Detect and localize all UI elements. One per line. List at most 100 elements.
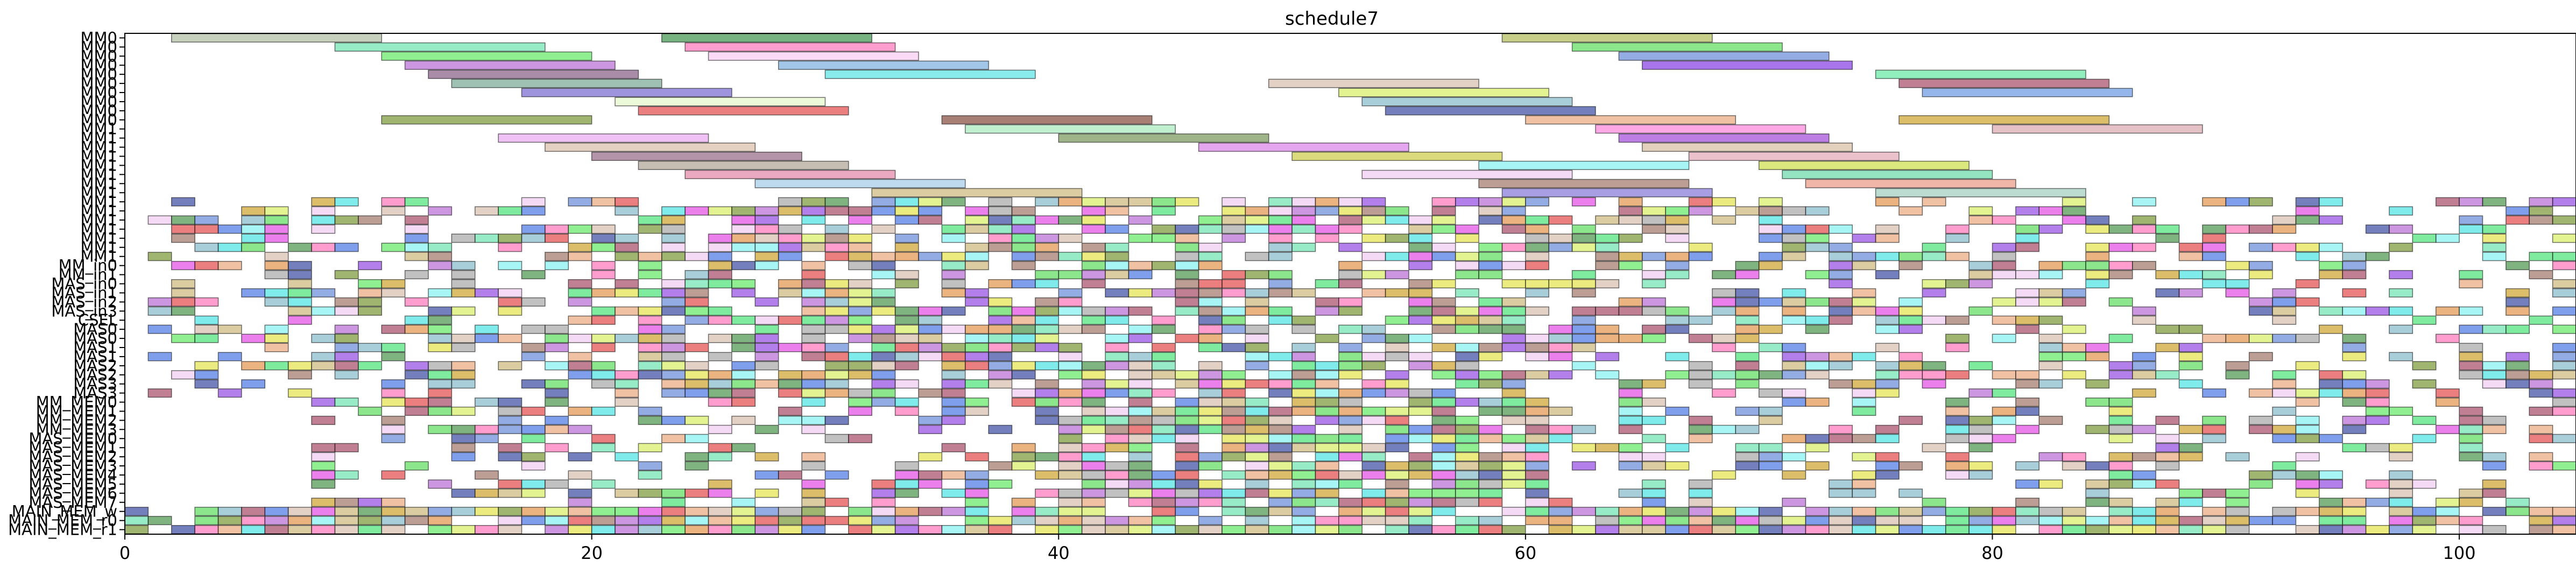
task-bar xyxy=(1782,243,1806,252)
task-bar xyxy=(1361,470,1386,480)
task-bar xyxy=(1431,206,1456,216)
task-bar xyxy=(1548,406,1573,416)
task-bar xyxy=(1665,206,1690,216)
task-bar xyxy=(2295,415,2320,425)
task-bar xyxy=(1525,452,1549,462)
task-bar xyxy=(871,379,896,389)
task-bar xyxy=(311,498,336,507)
task-bar xyxy=(2108,479,2133,489)
task-bar xyxy=(428,343,453,352)
task-bar xyxy=(2529,525,2553,535)
task-bar xyxy=(2155,233,2180,243)
y-tick-label: MAIN_MEM_r0 xyxy=(8,512,117,530)
task-bar xyxy=(2389,324,2413,334)
task-bar xyxy=(334,306,359,316)
task-bar xyxy=(1665,443,1690,452)
task-bar xyxy=(1338,224,1363,234)
y-tick-label: MM_MEM2 xyxy=(36,411,117,429)
task-bar xyxy=(2459,498,2483,507)
task-bar xyxy=(2225,224,2250,234)
task-bar xyxy=(1875,306,1900,316)
task-bar xyxy=(2038,516,2063,526)
task-bar xyxy=(1712,370,1737,380)
task-bar xyxy=(1782,434,1806,443)
task-bar xyxy=(1385,415,1409,425)
task-bar xyxy=(988,516,1013,526)
task-bar xyxy=(2085,479,2110,489)
task-bar xyxy=(1152,498,1176,507)
task-bar xyxy=(2295,361,2320,371)
task-bar xyxy=(824,69,1036,79)
task-bar xyxy=(1105,434,1130,443)
task-bar xyxy=(1058,343,1083,352)
task-bar xyxy=(545,324,569,334)
task-bar xyxy=(615,288,639,297)
task-bar xyxy=(615,488,639,498)
y-tick-label: MM1 xyxy=(81,247,118,266)
task-bar xyxy=(474,470,499,480)
task-bar xyxy=(2552,288,2576,297)
task-bar xyxy=(661,297,686,307)
task-bar xyxy=(1571,525,1596,535)
task-bar xyxy=(334,507,359,516)
task-bar xyxy=(1198,415,1223,425)
task-bar xyxy=(848,261,872,271)
task-bar xyxy=(2272,306,2297,316)
task-bar xyxy=(1081,406,1106,416)
task-bar xyxy=(1945,334,1970,343)
task-bar xyxy=(1152,352,1176,362)
task-bar xyxy=(1618,215,1643,225)
task-bar xyxy=(1455,452,1479,462)
task-bar xyxy=(1899,79,2110,88)
task-bar xyxy=(2248,516,2273,526)
task-bar xyxy=(171,279,195,289)
task-bar xyxy=(1665,233,1690,243)
task-bar xyxy=(988,315,1013,325)
task-bar xyxy=(1758,443,1783,452)
task-bar xyxy=(1875,224,1900,234)
task-bar xyxy=(941,224,966,234)
task-bar xyxy=(1152,361,1176,371)
task-bar xyxy=(1245,415,1269,425)
task-bar xyxy=(731,415,756,425)
task-bar xyxy=(1385,343,1409,352)
task-bar xyxy=(1875,525,1900,535)
task-bar xyxy=(684,452,709,462)
task-bar xyxy=(871,516,896,526)
task-bar xyxy=(1618,461,1643,471)
task-bar xyxy=(1992,370,2016,380)
task-bar xyxy=(1501,388,1526,398)
task-bar xyxy=(2178,525,2203,535)
task-bar xyxy=(871,261,896,271)
task-bar xyxy=(264,288,289,297)
task-bar xyxy=(1385,352,1409,362)
task-bar xyxy=(1712,215,1737,225)
task-bar xyxy=(754,206,779,216)
task-bar xyxy=(1805,179,2016,188)
task-bar xyxy=(194,507,219,516)
task-bar xyxy=(311,352,336,362)
task-bar xyxy=(2389,516,2413,526)
task-bar xyxy=(2295,334,2320,343)
task-bar xyxy=(1361,443,1386,452)
task-bar xyxy=(1175,370,1199,380)
task-bar xyxy=(2272,370,2297,380)
task-bar xyxy=(1431,306,1456,316)
task-bar xyxy=(918,452,943,462)
task-bar xyxy=(2389,470,2413,480)
task-bar xyxy=(2435,306,2460,316)
task-bar xyxy=(2506,261,2530,271)
task-bar xyxy=(1455,197,1479,207)
task-bar xyxy=(1222,233,1246,243)
task-bar xyxy=(1455,261,1479,271)
task-bar xyxy=(1058,133,1269,143)
task-bar xyxy=(2085,243,2110,252)
task-bar xyxy=(568,488,592,498)
task-bar xyxy=(2295,479,2320,489)
task-bar xyxy=(1338,424,1363,434)
task-bar xyxy=(1805,315,1830,325)
y-tick-label: MM0 xyxy=(81,74,118,93)
task-bar xyxy=(2038,379,2063,389)
task-bar xyxy=(1128,215,1153,225)
task-bar xyxy=(287,525,312,535)
